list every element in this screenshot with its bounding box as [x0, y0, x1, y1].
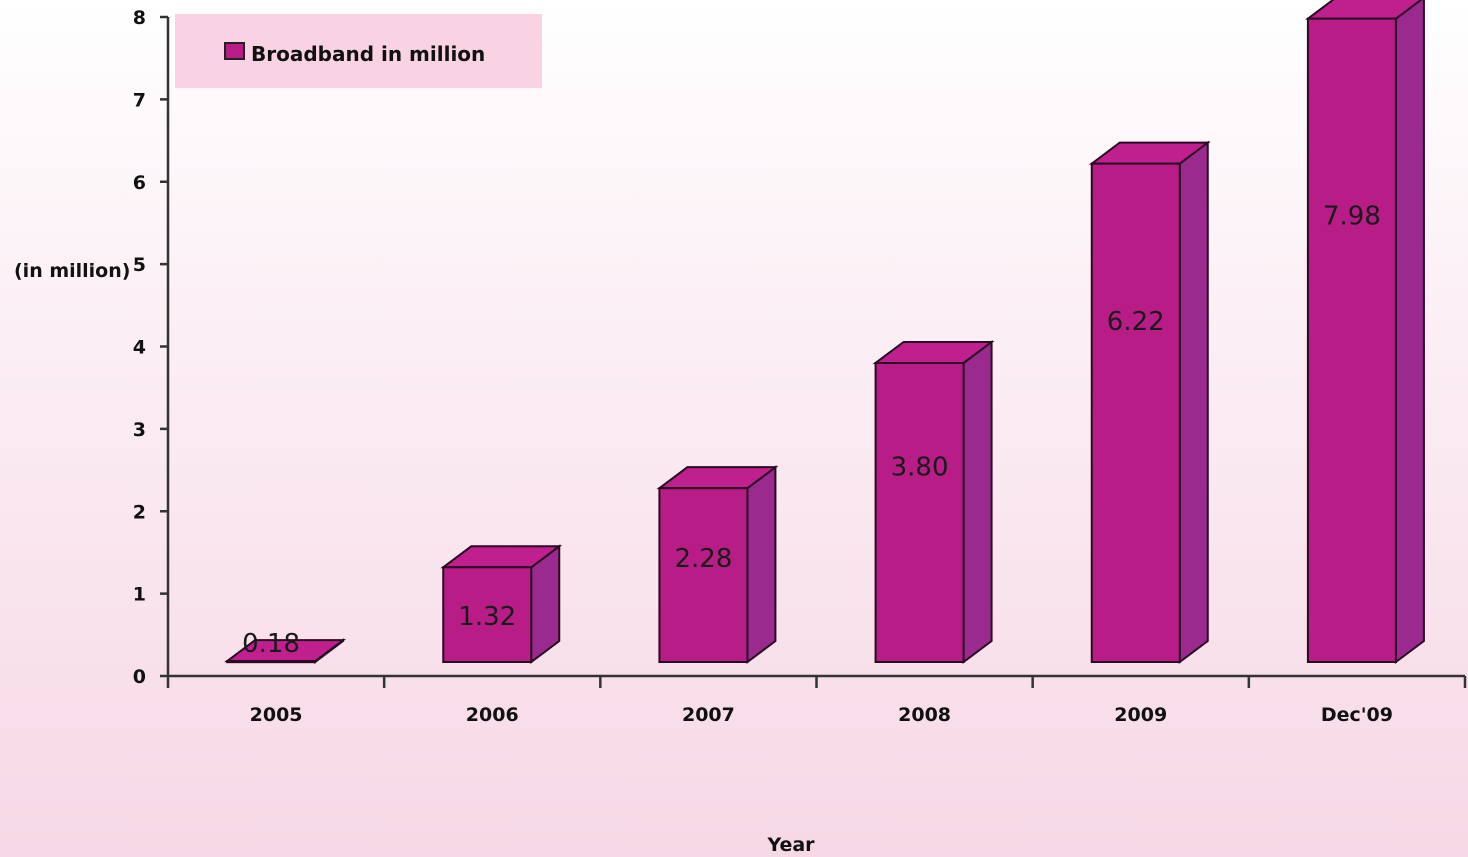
- x-tick-label: 2006: [466, 704, 519, 726]
- bar: 3.80: [872, 339, 995, 664]
- x-tick-label: 2005: [250, 704, 303, 726]
- y-tick-label: 6: [133, 172, 146, 194]
- y-tick-label: 3: [133, 419, 146, 441]
- legend-label: Broadband in million: [251, 42, 485, 66]
- bar-data-label: 6.22: [1107, 307, 1165, 337]
- bar: 2.28: [656, 465, 779, 664]
- bar-side: [1178, 140, 1209, 664]
- x-tick-label: 2008: [898, 704, 951, 726]
- bar-data-label: 7.98: [1323, 201, 1381, 231]
- y-tick-label: 8: [133, 7, 146, 29]
- bar-front: [874, 361, 965, 663]
- bar-side: [1394, 0, 1425, 664]
- bar: 1.32: [440, 544, 563, 664]
- bars: 0.18 1.32 2.28 3.80 6.22 7.98: [224, 0, 1425, 664]
- x-tick-label: Dec'09: [1321, 704, 1393, 726]
- bar-data-label: 3.80: [891, 453, 949, 483]
- bar-side: [746, 465, 777, 664]
- bar-front: [442, 566, 533, 664]
- bar-side: [962, 339, 993, 664]
- legend-swatch: [224, 42, 245, 60]
- y-tick-label: 1: [133, 584, 146, 606]
- bar: 6.22: [1088, 140, 1211, 664]
- legend: Broadband in million: [175, 14, 542, 88]
- y-tick-label: 2: [133, 501, 146, 523]
- bar-data-label: 1.32: [458, 602, 516, 632]
- bar: 0.18: [224, 629, 347, 664]
- bar-front: [1306, 17, 1397, 663]
- bar-front: [658, 487, 749, 663]
- y-tick-label: 4: [133, 337, 146, 359]
- y-tick-label: 0: [133, 666, 146, 688]
- x-tick-label: 2007: [682, 704, 735, 726]
- y-axis-title: (in million): [14, 260, 130, 282]
- x-axis-title: Year: [766, 834, 815, 856]
- bar-data-label: 0.18: [242, 629, 300, 659]
- y-tick-label: 5: [133, 254, 146, 276]
- y-tick-label: 7: [133, 89, 146, 111]
- bar-data-label: 2.28: [674, 544, 732, 574]
- bar: 7.98: [1304, 0, 1425, 664]
- x-tick-label: 2009: [1114, 704, 1167, 726]
- bar-front: [226, 660, 317, 664]
- bar-front: [1090, 162, 1181, 663]
- axes: 0 1 2 3 4 5 6 7 8 2005 2006 2007 2008 2009 Dec'09: [133, 7, 1467, 726]
